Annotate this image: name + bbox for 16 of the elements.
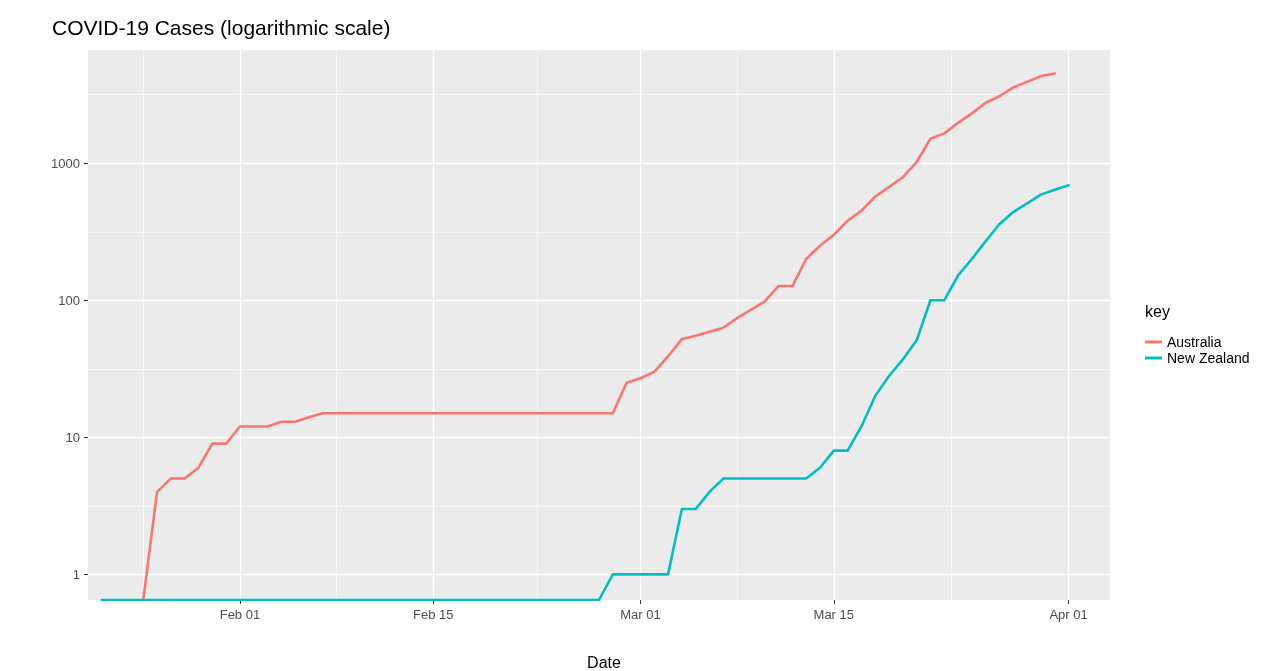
legend-label: New Zealand: [1167, 350, 1250, 366]
line-series: [100, 184, 1070, 602]
x-axis-title: Date: [587, 653, 621, 671]
chart-title: COVID-19 Cases (logarithmic scale): [52, 16, 391, 39]
x-tick-label: Feb 15: [413, 607, 454, 622]
y-tick-label: 100: [58, 292, 80, 308]
x-tick-label: Feb 01: [219, 607, 261, 622]
y-tick-label: 1: [72, 566, 80, 582]
legend-label: Australia: [1167, 334, 1222, 350]
x-tick-label: Mar 15: [813, 607, 855, 622]
legend-title: key: [1145, 302, 1170, 320]
line-series: [141, 72, 1057, 602]
y-tick-label: 10: [65, 429, 80, 445]
x-tick-label: Apr 01: [1049, 607, 1088, 622]
x-tick-label: Mar 01: [620, 607, 661, 622]
y-tick-label: 1000: [51, 155, 80, 171]
